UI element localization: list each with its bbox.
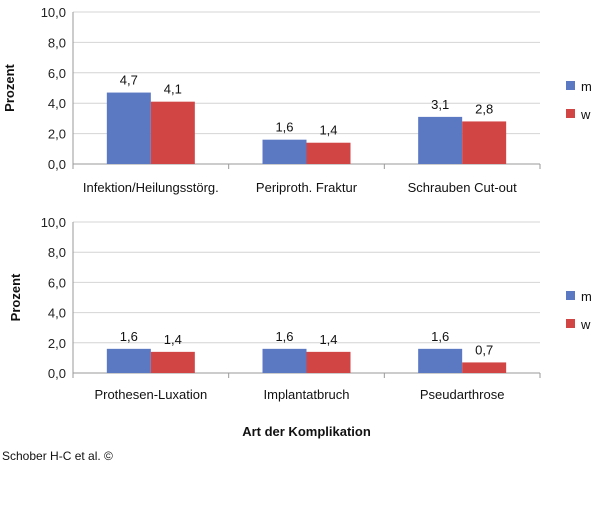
- chart2-bar-m: [262, 348, 307, 373]
- chart2-bar-m: [418, 348, 463, 373]
- chart2-data-label: 1,6: [275, 329, 293, 344]
- chart1-data-label: 2,8: [475, 101, 493, 116]
- chart1-data-label: 3,1: [431, 97, 449, 112]
- chart2-ytick-label: 6,0: [48, 275, 66, 290]
- chart2-data-label: 1,4: [319, 332, 337, 347]
- chart2-legend-label-w: w: [580, 317, 591, 332]
- chart2-data-label: 1,6: [120, 329, 138, 344]
- chart1-legend-swatch-w: [566, 109, 575, 118]
- chart1-legend-label-w: w: [580, 107, 591, 122]
- chart1-ytick-label: 0,0: [48, 157, 66, 172]
- chart1-bar-w: [306, 142, 351, 164]
- chart1-ytick-label: 10,0: [41, 5, 66, 20]
- chart1-bar-w: [462, 121, 507, 164]
- chart2-legend-swatch-w: [566, 319, 575, 328]
- chart2-x-axis-title: Art der Komplikation: [242, 424, 371, 439]
- chart1-category-label: Infektion/Heilungsstörg.: [83, 180, 219, 195]
- chart1-data-label: 1,6: [275, 120, 293, 135]
- chart2-legend-label-m: m: [581, 289, 592, 304]
- chart2-bar-m: [106, 348, 151, 373]
- chart1-ytick-label: 2,0: [48, 127, 66, 142]
- chart2-ytick-label: 10,0: [41, 215, 66, 230]
- chart2-bar-w: [306, 351, 351, 373]
- chart1-data-label: 4,7: [120, 73, 138, 88]
- chart2-y-axis-title: Prozent: [8, 273, 23, 321]
- chart1-legend-label-m: m: [581, 79, 592, 94]
- chart2-ytick-label: 4,0: [48, 306, 66, 321]
- chart1-ytick-label: 8,0: [48, 35, 66, 50]
- chart2-ytick-label: 8,0: [48, 245, 66, 260]
- chart2-ytick-label: 0,0: [48, 366, 66, 381]
- chart1-data-label: 4,1: [164, 82, 182, 97]
- chart1-bar-m: [262, 139, 307, 164]
- chart2-data-label: 0,7: [475, 342, 493, 357]
- chart1-ytick-label: 6,0: [48, 66, 66, 81]
- chart2-category-label: Pseudarthrose: [420, 387, 505, 402]
- chart2-ytick-label: 2,0: [48, 336, 66, 351]
- chart2-data-label: 1,6: [431, 329, 449, 344]
- chart2-category-label: Implantatbruch: [264, 387, 350, 402]
- chart1-category-label: Schrauben Cut-out: [408, 180, 518, 195]
- credit-line: Schober H-C et al. ©: [2, 449, 113, 463]
- chart1-data-label: 1,4: [319, 123, 337, 138]
- chart1-bar-m: [106, 92, 151, 164]
- chart1-y-axis-title: Prozent: [2, 63, 17, 111]
- chart2-bar-w: [462, 362, 507, 373]
- chart1-category-label: Periproth. Fraktur: [256, 180, 358, 195]
- chart2-bar-w: [150, 351, 195, 373]
- chart2-data-label: 1,4: [164, 332, 182, 347]
- chart2-category-label: Prothesen-Luxation: [94, 387, 207, 402]
- chart1-ytick-label: 4,0: [48, 96, 66, 111]
- chart1-bar-m: [418, 116, 463, 164]
- chart2-legend-swatch-m: [566, 291, 575, 300]
- chart1-bar-w: [150, 101, 195, 164]
- chart1-legend-swatch-m: [566, 81, 575, 90]
